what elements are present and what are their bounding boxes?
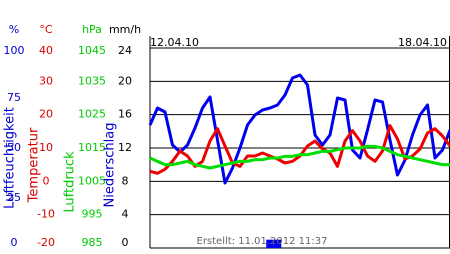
axis-unit: % — [9, 23, 19, 36]
y-tick-label: -10 — [37, 208, 55, 221]
y-tick-label: 100 — [4, 44, 25, 57]
y-tick-label: 0 — [43, 174, 50, 187]
y-tick-label: 8 — [122, 174, 129, 187]
y-tick-label: 4 — [122, 208, 129, 221]
start-date: 12.04.10 — [150, 36, 199, 49]
y-tick-label: 20 — [118, 74, 132, 87]
y-tick-label: 985 — [82, 236, 103, 249]
y-tick-label: 24 — [118, 44, 132, 57]
y-tick-label: 1045 — [78, 44, 106, 57]
y-tick-label: 20 — [39, 108, 53, 121]
y-tick-label: 1035 — [78, 74, 106, 87]
y-tick-label: 1025 — [78, 108, 106, 121]
footer: Erstellt: 11.01.2012 11:37 — [197, 236, 328, 247]
axis-title: Luftfeuchtigkeit — [3, 107, 18, 209]
precipitation-bar — [266, 239, 274, 248]
data-line — [148, 73, 450, 185]
y-tick-label: 75 — [7, 91, 21, 104]
y-tick-label: 25 — [7, 191, 21, 204]
y-tick-label: 12 — [118, 141, 132, 154]
y-tick-label: 995 — [82, 208, 103, 221]
y-tick-label: 0 — [122, 236, 129, 249]
axis-title: Luftdruck — [63, 151, 78, 213]
y-tick-label: -20 — [37, 236, 55, 249]
precipitation-bar — [273, 239, 282, 248]
y-tick-label: 30 — [39, 74, 53, 87]
end-date: 18.04.10 — [398, 36, 447, 49]
y-tick-label: 16 — [118, 108, 132, 121]
y-tick-label: 50 — [7, 141, 21, 154]
y-tick-label: 0 — [11, 236, 18, 249]
y-tick-label: 10 — [39, 141, 53, 154]
data-line — [149, 144, 450, 170]
axis-unit: °C — [39, 23, 53, 36]
y-tick-label: 40 — [39, 44, 53, 57]
axis-title: Temperatur — [27, 127, 42, 203]
axis-unit: hPa — [82, 23, 102, 36]
axis-unit: mm/h — [109, 23, 141, 36]
y-tick-label: 1015 — [78, 141, 106, 154]
axis-title: Niederschlag — [103, 123, 118, 208]
y-tick-label: 1005 — [78, 174, 106, 187]
